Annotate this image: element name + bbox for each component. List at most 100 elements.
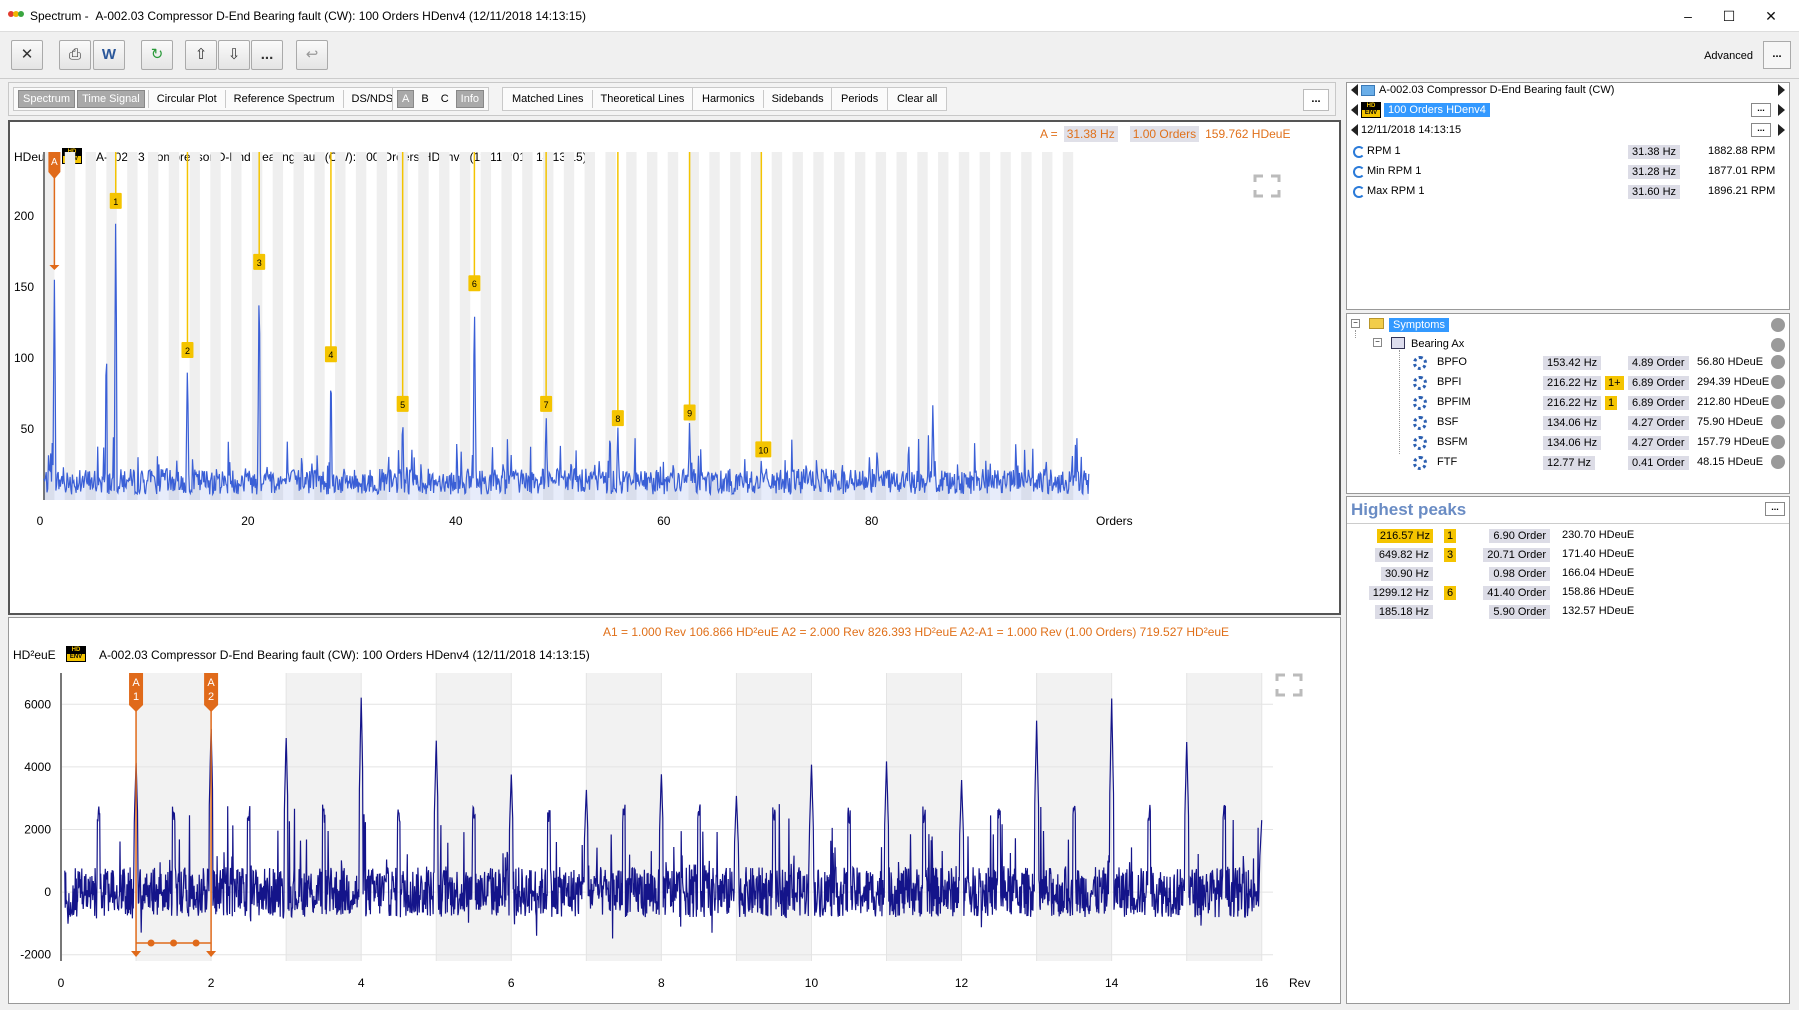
peak-row[interactable]: 1299.12 Hz 6 41.40 Order 158.86 HDeuE [1347, 584, 1789, 602]
undo-icon[interactable]: ↩ [296, 40, 328, 70]
peak-row[interactable]: 185.18 Hz 5.90 Order 132.57 HDeuE [1347, 603, 1789, 621]
time-signal-chart[interactable]: -2000 0 2000 4000 6000 0 2 4 6 8 10 12 14 16 Rev A 1 A 2 [9, 618, 1340, 1003]
symptom-name: BPFO [1437, 356, 1467, 368]
main-toolbar: ✕ ⎙ W ↻ ⇧ ⇩ ... ↩ Advanced ... [0, 33, 1799, 79]
arrow-up-icon[interactable]: ⇧ [185, 40, 217, 70]
symptom-order: 6.89 Order [1628, 396, 1689, 410]
symptom-row[interactable]: BSF 134.06 Hz 4.27 Order 75.90 HDeuE [1347, 414, 1789, 432]
print-icon[interactable]: ⎙ [59, 40, 91, 70]
prev-asset-icon[interactable] [1351, 84, 1358, 96]
cursor-flag-label: 1 [133, 691, 139, 703]
next-measurement-icon[interactable] [1778, 104, 1785, 116]
symptom-group-label[interactable]: Bearing Ax [1411, 338, 1465, 350]
peak-badge: 1 [1444, 529, 1457, 543]
spectrum-chart[interactable]: 50 100 150 200 0 20 40 60 80 Orders 1 2 3 4 5 6 7 8 9 10 A [10, 122, 1339, 613]
symptom-name: BPFIM [1437, 396, 1471, 408]
symptom-row[interactable]: BSFM 134.06 Hz 4.27 Order 157.79 HDeuE [1347, 434, 1789, 452]
sidebands-button[interactable]: Sidebands [771, 93, 824, 105]
measurement-name[interactable]: 100 Orders HDenv4 [1384, 103, 1490, 117]
x-tick-label: 8 [658, 976, 665, 990]
max-rpm-row: Max RPM 1 31.60 Hz 1896.21 RPM [1347, 183, 1789, 201]
symptoms-root[interactable]: Symptoms [1389, 318, 1449, 332]
peak-hz: 185.18 Hz [1374, 605, 1433, 619]
symptom-name: BPFI [1437, 376, 1462, 388]
view-time-signal-button[interactable]: Time Signal [77, 90, 145, 108]
symptom-row[interactable]: BPFO 153.42 Hz 4.89 Order 56.80 HDeuE [1347, 354, 1789, 372]
measurement-date: 12/11/2018 14:13:15 [1361, 124, 1462, 136]
peak-row[interactable]: 30.90 Hz 0.98 Order 166.04 HDeuE [1347, 565, 1789, 583]
harmonic-marker [396, 395, 409, 412]
symptom-row[interactable]: FTF 12.77 Hz 0.41 Order 48.15 HDeuE [1347, 454, 1789, 472]
rpm-row: RPM 1 31.38 Hz 1882.88 RPM [1347, 143, 1789, 161]
peak-row[interactable]: 216.57 Hz 1 6.90 Order 230.70 HDeuE [1347, 527, 1789, 545]
harmonics-button[interactable]: Harmonics [702, 93, 755, 105]
next-asset-icon[interactable] [1778, 84, 1785, 96]
symptom-order: 4.27 Order [1628, 416, 1689, 430]
view-reference-spectrum-button[interactable]: Reference Spectrum [233, 93, 335, 105]
harmonic-marker-label: 7 [544, 400, 549, 410]
word-export-icon[interactable]: W [93, 40, 125, 70]
peaks-more-button[interactable]: ... [1765, 502, 1785, 516]
view-spectrum-button[interactable]: Spectrum [18, 90, 76, 108]
title-bar: Spectrum - A-002.03 Compressor D-End Bea… [0, 0, 1799, 32]
peak-value: 166.04 HDeuE [1562, 567, 1635, 579]
arrow-down-icon[interactable]: ⇩ [218, 40, 250, 70]
symptom-order: 0.41 Order [1628, 456, 1689, 470]
cursor-c-button[interactable]: C [440, 93, 449, 105]
delta-dot [170, 939, 178, 947]
measurement-info-panel: A-002.03 Compressor D-End Bearing fault … [1346, 82, 1790, 310]
minimize-button[interactable]: – [1684, 8, 1692, 24]
status-dot-icon [1771, 395, 1785, 409]
expand-icon[interactable] [1253, 174, 1281, 198]
harmonic-marker-label: 4 [328, 350, 333, 360]
symptom-order: 4.89 Order [1628, 356, 1689, 370]
prev-measurement-icon[interactable] [1351, 104, 1358, 116]
view-circular-plot-button[interactable]: Circular Plot [156, 93, 217, 105]
clear-all-button[interactable]: Clear all [897, 93, 938, 105]
filterbar-more-button[interactable]: ... [1303, 89, 1329, 111]
peak-row[interactable]: 649.82 Hz 3 20.71 Order 171.40 HDeuE [1347, 546, 1789, 564]
info-button[interactable]: Info [455, 90, 484, 108]
symptom-value: 294.39 HDeuE [1697, 376, 1770, 388]
peak-order: 20.71 Order [1483, 548, 1550, 562]
peak-hz: 30.90 Hz [1380, 567, 1433, 581]
app-icon [8, 11, 24, 19]
spectrum-cursor-info: A = 31.38 Hz 1.00 Orders 159.762 HDeuE [1040, 126, 1291, 142]
prev-date-icon[interactable] [1351, 124, 1358, 136]
y-tick-label: 4000 [24, 760, 51, 774]
maximize-button[interactable]: ☐ [1722, 8, 1736, 24]
x-tick-label: 0 [37, 514, 44, 528]
peak-value: 158.86 HDeuE [1562, 586, 1635, 598]
peak-badge: 3 [1444, 548, 1457, 562]
y-tick-label: 6000 [24, 697, 51, 711]
x-tick-label: 0 [58, 976, 65, 990]
measurement-more-button[interactable]: ... [1751, 103, 1771, 117]
advanced-label[interactable]: Advanced [1704, 50, 1753, 62]
advanced-more-button[interactable]: ... [1763, 41, 1791, 69]
harmonic-marker-label: 2 [185, 346, 190, 356]
symptom-name: FTF [1437, 456, 1458, 468]
cursor-b-button[interactable]: B [421, 93, 429, 105]
symptom-row[interactable]: BPFI 216.22 Hz 1+ 6.89 Order 294.39 HDeuE [1347, 374, 1789, 392]
view-ds-nds-button[interactable]: DS/NDS [351, 93, 394, 105]
x-tick-label: 60 [657, 514, 671, 528]
cursor-flag-label: 2 [208, 691, 214, 703]
collapse-icon[interactable]: − [1373, 338, 1382, 347]
theoretical-lines-button[interactable]: Theoretical Lines [600, 93, 685, 105]
date-more-button[interactable]: ... [1751, 123, 1771, 137]
harmonic-marker [683, 404, 696, 421]
close-window-button[interactable]: ✕ [1765, 8, 1777, 24]
x-tick-label: 20 [241, 514, 255, 528]
cursor-a-button[interactable]: A [397, 90, 415, 108]
refresh-icon[interactable]: ↻ [141, 40, 173, 70]
collapse-icon[interactable]: − [1351, 319, 1360, 328]
periods-button[interactable]: Periods [841, 93, 879, 105]
harmonic-marker [468, 275, 481, 292]
expand-icon[interactable] [1275, 673, 1303, 697]
close-icon[interactable]: ✕ [11, 40, 43, 70]
matched-lines-button[interactable]: Matched Lines [512, 93, 584, 105]
more-options-button[interactable]: ... [251, 40, 283, 70]
symptom-row[interactable]: BPFIM 216.22 Hz 1 6.89 Order 212.80 HDeuE [1347, 394, 1789, 412]
harmonic-marker-label: 6 [472, 279, 477, 289]
next-date-icon[interactable] [1778, 124, 1785, 136]
